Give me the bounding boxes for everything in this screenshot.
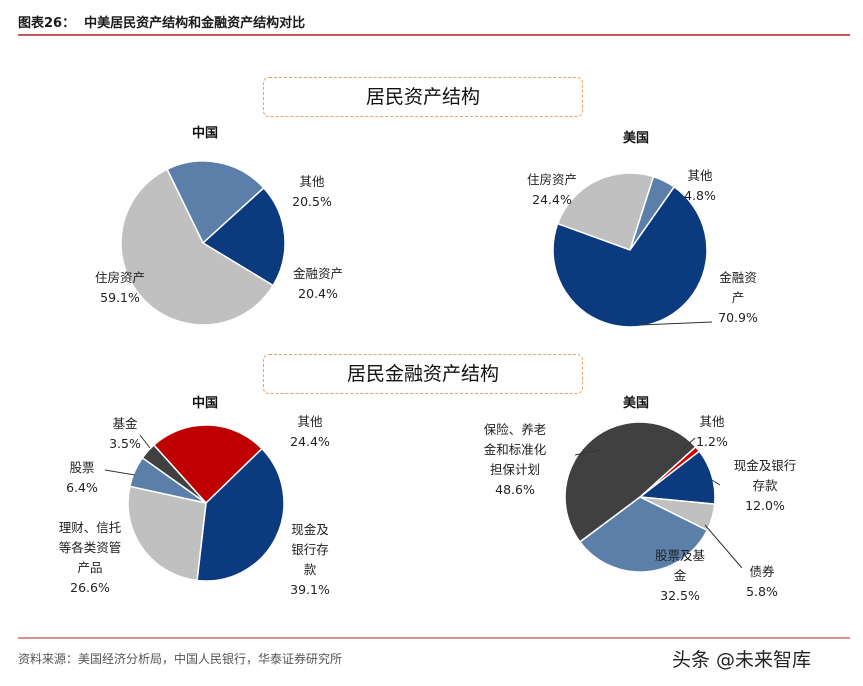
- value-label: 6.4%: [66, 480, 98, 495]
- leader-line: [711, 479, 721, 486]
- page-title: 图表26： 中美居民资产结构和金融资产结构对比: [18, 16, 306, 31]
- slice-label: 其他 1.2%: [687, 412, 737, 452]
- category-label: 现金及银行存款: [291, 522, 329, 577]
- pie-slice: [196, 447, 285, 582]
- pie-slice: [166, 160, 265, 245]
- leader-line: [704, 524, 743, 569]
- pie-title: 中国: [191, 126, 218, 141]
- value-label: 59.1%: [100, 290, 140, 305]
- pie-slice: [141, 443, 207, 504]
- watermark: 头条 @未来智库: [672, 649, 812, 671]
- category-label: 金融资产: [719, 270, 757, 305]
- pie-title: 美国: [622, 131, 649, 146]
- value-label: 4.8%: [684, 188, 716, 203]
- category-label: 金融资产: [292, 266, 343, 281]
- slice-label: 股票 6.4%: [57, 458, 107, 498]
- value-label: 12.0%: [745, 498, 785, 513]
- category-label: 其他: [299, 174, 325, 189]
- pie-slice: [564, 421, 697, 543]
- slice-label: 保险、养老金和标准化担保计划 48.6%: [480, 420, 550, 500]
- category-label: 股票: [69, 460, 95, 475]
- category-label: 基金: [112, 416, 138, 431]
- value-label: 24.4%: [290, 434, 330, 449]
- category-label: 股票及基金: [654, 548, 705, 583]
- pie-slice: [201, 186, 286, 287]
- pie-slice: [578, 496, 709, 573]
- pie-slice: [152, 424, 264, 505]
- slice-label: 现金及银行存款 12.0%: [730, 456, 800, 516]
- leader-line: [639, 321, 713, 326]
- category-label: 住房资产: [94, 270, 145, 285]
- category-label: 其他: [297, 414, 323, 429]
- value-label: 24.4%: [532, 192, 572, 207]
- slice-label: 住房资产 24.4%: [522, 170, 582, 210]
- slice-label: 股票及基金 32.5%: [652, 546, 708, 606]
- value-label: 48.6%: [495, 482, 535, 497]
- slice-label: 现金及银行存款 39.1%: [288, 520, 332, 600]
- pie-slice: [556, 172, 655, 251]
- value-label: 32.5%: [660, 588, 700, 603]
- pie-title: 美国: [622, 396, 649, 411]
- value-label: 26.6%: [70, 580, 110, 595]
- section-title: 居民资产结构: [263, 77, 583, 117]
- slice-label: 其他 20.5%: [282, 172, 342, 212]
- category-label: 其他: [699, 414, 725, 429]
- slice-label: 住房资产 59.1%: [90, 268, 150, 308]
- leader-line: [683, 437, 696, 449]
- value-label: 5.8%: [746, 584, 778, 599]
- pie-slice: [120, 168, 275, 326]
- slice-label: 基金 3.5%: [100, 414, 150, 454]
- leader-line: [139, 434, 151, 449]
- pie-title: 中国: [191, 396, 218, 411]
- category-label: 其他: [687, 168, 713, 183]
- category-label: 债券: [749, 564, 775, 579]
- slice-label: 债券 5.8%: [737, 562, 787, 602]
- slice-label: 金融资产 70.9%: [716, 268, 760, 328]
- source-note: 资料来源：美国经济分析局，中国人民银行，华泰证券研究所: [18, 652, 343, 666]
- slice-label: 理财、信托等各类资管产品 26.6%: [55, 518, 125, 598]
- pie-slice: [552, 185, 708, 328]
- value-label: 39.1%: [290, 582, 330, 597]
- slice-label: 其他 4.8%: [675, 166, 725, 206]
- value-label: 70.9%: [718, 310, 758, 325]
- value-label: 20.5%: [292, 194, 332, 209]
- slice-label: 其他 24.4%: [280, 412, 340, 452]
- category-label: 住房资产: [526, 172, 577, 187]
- value-label: 1.2%: [696, 434, 728, 449]
- category-label: 保险、养老金和标准化担保计划: [483, 422, 547, 477]
- category-label: 现金及银行存款: [733, 458, 797, 493]
- section-title: 居民金融资产结构: [263, 354, 583, 394]
- value-label: 3.5%: [109, 436, 141, 451]
- leader-line: [574, 449, 601, 456]
- category-label: 理财、信托等各类资管产品: [58, 520, 122, 575]
- value-label: 20.4%: [298, 286, 338, 301]
- slice-label: 金融资产 20.4%: [288, 264, 348, 304]
- leader-line: [104, 469, 136, 476]
- pie-slice: [127, 485, 207, 582]
